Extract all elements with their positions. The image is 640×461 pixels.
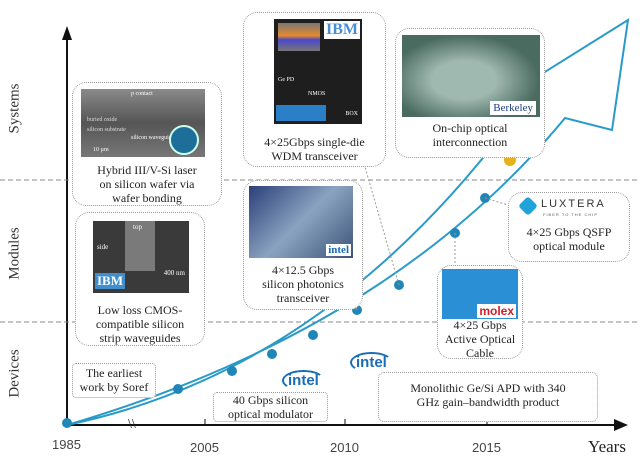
milestone-berkeley: Berkeley On-chip optical interconnection: [395, 28, 545, 158]
tick-2015: 2015: [472, 440, 501, 455]
x-axis-arrow: [614, 419, 628, 431]
chip-cross-section-image: IBM Ge PD NMOS BOX: [274, 19, 362, 124]
milestone-luxtera: LUXTERA FIBER TO THE CHIP 4×25 Gbps QSFP…: [508, 192, 630, 262]
luxtera-logo: LUXTERA: [541, 198, 606, 210]
growth-arrow: [66, 18, 630, 426]
axis-break: \\: [128, 417, 136, 432]
sem-image: p contact buried oxide silicon substrate…: [81, 89, 205, 157]
luxtera-logo-icon: [518, 196, 538, 216]
milestone-soref: The earliest work by Soref: [72, 363, 156, 398]
ibm-logo: IBM: [324, 21, 360, 39]
intel-logo: intel: [350, 352, 393, 373]
molex-logo: molex: [477, 304, 516, 318]
x-axis-label: Years: [588, 437, 626, 456]
milestone-intel-transceiver: intel 4×12.5 Gbps silicon photonics transc…: [243, 180, 363, 310]
ibm-logo: IBM: [95, 273, 125, 289]
tick-2010: 2010: [330, 440, 359, 455]
milestone-apd: Monolithic Ge/Si APD with 340 GHz gain–ba…: [378, 372, 598, 422]
berkeley-logo: Berkeley: [490, 101, 536, 115]
level-modules: Modules: [6, 227, 23, 280]
level-systems: Systems: [6, 83, 23, 134]
intel-logo: intel: [282, 370, 325, 391]
transceiver-photo: intel: [249, 186, 353, 258]
y-axis-arrow: [62, 26, 72, 40]
milestone-hybrid-laser: p contact buried oxide silicon substrate…: [72, 82, 222, 206]
milestone-molex: molex 4×25 Gbps Active Optical Cable: [437, 265, 523, 360]
tick-1985: 1985: [52, 437, 81, 452]
university-seal-icon: [169, 125, 199, 155]
sem-waveguide-image: top side 400 nm IBM: [93, 221, 189, 293]
tick-2005: 2005: [190, 440, 219, 455]
chip-photo: Berkeley: [402, 35, 540, 117]
milestone-strip-waveguides: top side 400 nm IBM Low loss CMOS-compat…: [75, 212, 205, 346]
intel-logo: intel: [326, 244, 351, 256]
milestone-modulator: 40 Gbps silicon optical modulator: [213, 392, 328, 422]
milestone-ibm-wdm: IBM Ge PD NMOS BOX 4×25Gbps single-die WD…: [243, 12, 386, 167]
level-devices: Devices: [6, 349, 23, 398]
cable-photo: molex: [442, 269, 518, 319]
